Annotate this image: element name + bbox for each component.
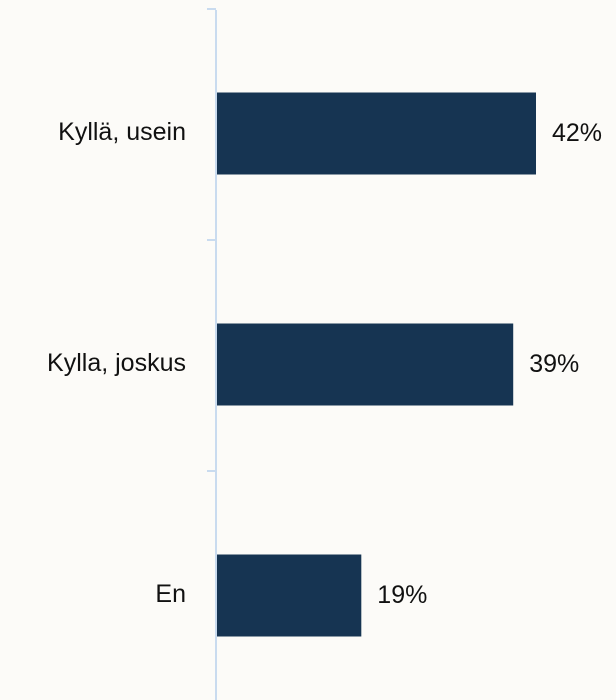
category-label: Kylla, joskus <box>47 349 186 377</box>
data-label: 19% <box>377 581 427 609</box>
category-label: En <box>155 580 186 608</box>
bar <box>217 323 514 406</box>
bar <box>217 92 536 175</box>
data-label: 39% <box>529 350 579 378</box>
labels: Kyllä, usein 42% Kylla, joskus 39% En 19% <box>47 118 602 609</box>
bar <box>217 554 362 637</box>
data-label: 42% <box>552 119 602 147</box>
category-axis <box>207 8 217 700</box>
category-label: Kyllä, usein <box>58 118 186 146</box>
bars <box>217 92 536 637</box>
